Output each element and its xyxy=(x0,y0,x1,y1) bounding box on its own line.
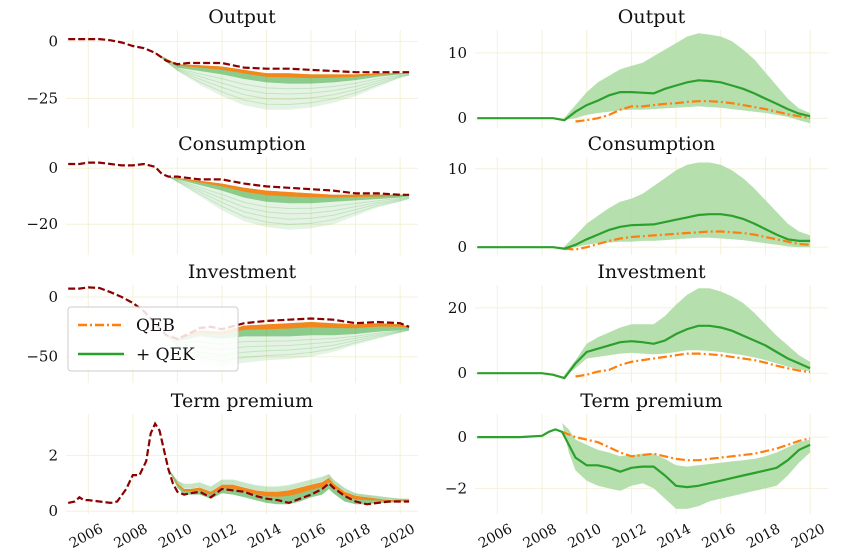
panel-title: Investment xyxy=(597,261,706,283)
qeb-line xyxy=(564,230,811,251)
y-tick-label: 10 xyxy=(448,160,467,178)
x-tick-label: 2012 xyxy=(201,521,240,552)
x-tick-label: 2014 xyxy=(245,521,284,552)
y-tick-label: 0 xyxy=(457,109,467,127)
x-tick-label: 2020 xyxy=(789,521,828,552)
y-tick-label: 0 xyxy=(457,364,467,382)
qek-line xyxy=(477,428,811,489)
fan-line-1 xyxy=(168,176,410,210)
y-tick-label: 0 xyxy=(48,32,58,50)
fan-area xyxy=(155,52,410,110)
fan-line-2 xyxy=(168,176,410,215)
qeb-band xyxy=(168,176,410,198)
y-tick-label: 2 xyxy=(48,447,58,465)
y-tick-label: −50 xyxy=(26,348,58,366)
x-tick-label: 2018 xyxy=(744,521,783,552)
y-tick-label: 0 xyxy=(48,502,58,520)
qek-band xyxy=(562,288,811,379)
x-tick-label: 2016 xyxy=(290,521,329,552)
fan-line-2 xyxy=(168,469,410,501)
panel-right-2: Consumption 10 0 xyxy=(448,133,828,256)
y-tick-label: 0 xyxy=(48,288,58,306)
panel-title: Consumption xyxy=(178,133,306,155)
panel-title: Investment xyxy=(188,261,297,283)
legend-label: + QEK xyxy=(136,345,195,365)
qek-line xyxy=(477,324,811,380)
panel-title: Output xyxy=(208,6,276,28)
y-tick-label: 0 xyxy=(457,428,467,446)
qek-band xyxy=(562,33,811,124)
fan-line-3 xyxy=(168,469,410,500)
x-tick-label: 2018 xyxy=(334,521,373,552)
y-tick-label: −25 xyxy=(26,89,58,107)
y-tick-label: −2 xyxy=(445,479,467,497)
x-tick-label: 2020 xyxy=(379,521,418,552)
y-tick-label: 0 xyxy=(457,238,467,256)
qek-band xyxy=(562,423,811,509)
qeb-line xyxy=(561,430,811,462)
fan-area xyxy=(168,176,410,230)
fan-line-4 xyxy=(154,52,410,106)
legend: QEB + QEK xyxy=(67,306,239,372)
qeb-line xyxy=(575,352,811,378)
x-tick-label: 2014 xyxy=(655,521,694,552)
panel-title: Term premium xyxy=(171,390,313,412)
qek-line xyxy=(477,213,811,250)
fan-area xyxy=(168,469,410,501)
x-tick-label: 2006 xyxy=(67,521,106,552)
panel-title: Consumption xyxy=(588,133,716,155)
y-tick-label: −20 xyxy=(26,215,58,233)
fan-line-2 xyxy=(154,52,410,95)
fan-line-4 xyxy=(168,469,410,500)
fan-line-3 xyxy=(168,176,410,220)
fan-line-1 xyxy=(154,52,410,90)
qeb-band xyxy=(166,322,410,340)
y-tick-label: 20 xyxy=(448,299,467,317)
panel-left-2: Consumption 0 −20 xyxy=(26,133,418,255)
panel-left-1: Output 0 −25 xyxy=(26,6,418,128)
qeb-line xyxy=(575,100,811,123)
dashed-line xyxy=(67,421,410,506)
qek-band xyxy=(562,162,811,249)
legend-label: QEB xyxy=(136,316,175,336)
x-tick-label: 2006 xyxy=(476,521,515,552)
y-tick-label: 0 xyxy=(48,159,58,177)
fan-line-1 xyxy=(168,469,410,501)
x-tick-label: 2008 xyxy=(111,521,150,552)
panel-right-3: Investment 20 0 xyxy=(448,261,828,383)
y-tick-label: 10 xyxy=(448,44,467,62)
panel-title: Output xyxy=(618,6,686,28)
x-tick-label: 2010 xyxy=(565,521,604,552)
dashed-line xyxy=(68,37,410,74)
x-tick-label: 2016 xyxy=(699,521,738,552)
x-tick-label: 2010 xyxy=(156,521,195,552)
fan-line-4 xyxy=(168,176,410,226)
dashed-line xyxy=(68,161,410,196)
x-tick-label: 2008 xyxy=(521,521,560,552)
qek-line xyxy=(477,79,811,122)
panel-right-1: Output 10 0 xyxy=(448,6,828,128)
fan-line-3 xyxy=(154,52,410,100)
qeb-band xyxy=(168,469,410,502)
panel-title: Term premium xyxy=(580,390,722,412)
x-tick-label: 2012 xyxy=(610,521,649,552)
